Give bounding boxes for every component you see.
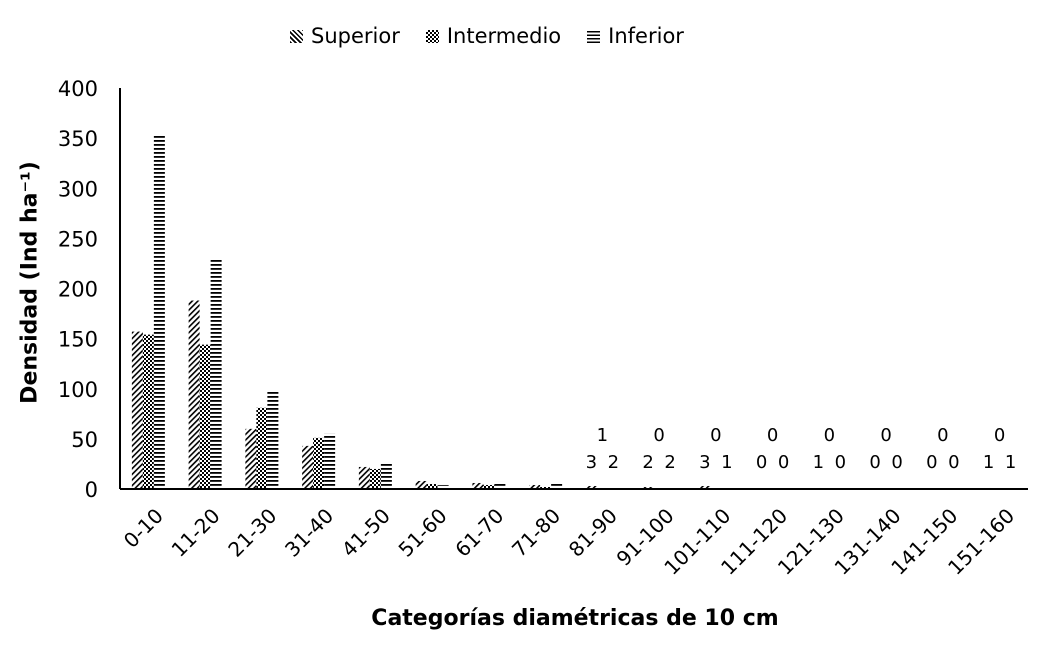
data-label: 1 xyxy=(983,452,994,473)
data-label: 0 xyxy=(937,425,948,446)
bar-inferior-51-60 xyxy=(437,484,449,489)
bar-intermedio-11-20 xyxy=(199,344,211,489)
data-label: 1 xyxy=(597,425,608,446)
x-tick-label: 0-10 xyxy=(119,504,168,553)
data-label: 3 xyxy=(586,452,597,473)
data-label: 0 xyxy=(710,425,721,446)
data-label: 2 xyxy=(608,452,619,473)
data-label: 1 xyxy=(1005,452,1016,473)
bar-inferior-11-20 xyxy=(210,259,222,489)
x-tick-label: 71-80 xyxy=(507,504,565,562)
bar-superior-81-90 xyxy=(585,485,597,489)
legend-swatch-intermedio xyxy=(425,29,439,43)
data-label: 0 xyxy=(869,452,880,473)
bar-intermedio-31-40 xyxy=(313,437,325,489)
y-tick-label: 200 xyxy=(58,278,98,302)
legend-label-inferior: Inferior xyxy=(608,24,684,48)
bar-superior-71-80 xyxy=(529,484,541,489)
bar-superior-11-20 xyxy=(188,300,200,489)
bar-inferior-91-100 xyxy=(664,486,676,489)
y-tick-label: 400 xyxy=(58,77,98,101)
data-label: 0 xyxy=(653,425,664,446)
bar-intermedio-71-80 xyxy=(540,486,552,489)
bar-superior-21-30 xyxy=(245,428,257,489)
bar-superior-91-100 xyxy=(642,486,654,489)
legend-item-superior: Superior xyxy=(290,24,400,48)
legend-swatch-superior xyxy=(290,29,303,43)
bar-inferior-21-30 xyxy=(267,391,279,489)
legend-label-intermedio: Intermedio xyxy=(446,24,562,48)
data-label: 0 xyxy=(778,452,789,473)
bar-intermedio-21-30 xyxy=(256,407,268,489)
legend-item-intermedio: Intermedio xyxy=(425,24,562,48)
legend-item-inferior: Inferior xyxy=(587,24,684,48)
bar-intermedio-41-50 xyxy=(369,468,381,489)
y-tick-label: 0 xyxy=(85,478,98,502)
data-label: 3 xyxy=(699,452,710,473)
axes-group: 0501001502002503003504000-1011-2021-3031… xyxy=(58,77,1028,580)
data-label: 0 xyxy=(824,425,835,446)
x-tick-label: 31-40 xyxy=(280,504,338,562)
bar-superior-61-70 xyxy=(472,482,484,489)
data-label: 2 xyxy=(664,452,675,473)
y-tick-label: 150 xyxy=(58,328,98,352)
data-label: 0 xyxy=(835,452,846,473)
bar-inferior-71-80 xyxy=(551,482,563,489)
bar-superior-41-50 xyxy=(358,466,370,489)
y-tick-label: 100 xyxy=(58,378,98,402)
legend-swatch-inferior xyxy=(587,29,601,43)
data-label: 0 xyxy=(767,425,778,446)
bars-group xyxy=(131,135,1017,489)
x-tick-label: 41-50 xyxy=(337,504,395,562)
x-tick-label: 11-20 xyxy=(167,504,225,562)
data-label: 0 xyxy=(926,452,937,473)
x-tick-label: 51-60 xyxy=(394,504,452,562)
data-label: 1 xyxy=(813,452,824,473)
data-label: 0 xyxy=(756,452,767,473)
bar-superior-0-10 xyxy=(131,331,143,489)
x-axis-title: Categorías diamétricas de 10 cm xyxy=(371,606,779,631)
bar-inferior-31-40 xyxy=(324,433,336,489)
legend-label-superior: Superior xyxy=(311,24,400,48)
bar-superior-31-40 xyxy=(302,445,314,489)
y-tick-label: 50 xyxy=(71,428,98,452)
bar-inferior-61-70 xyxy=(494,481,506,489)
y-tick-label: 300 xyxy=(58,177,98,201)
bar-inferior-0-10 xyxy=(153,135,165,489)
y-tick-label: 250 xyxy=(58,227,98,251)
data-label: 0 xyxy=(994,425,1005,446)
chart-legend: Superior Intermedio Inferior xyxy=(290,24,684,48)
data-label: 0 xyxy=(880,425,891,446)
bar-inferior-81-90 xyxy=(607,486,619,489)
bar-superior-101-110 xyxy=(699,485,711,489)
data-label: 0 xyxy=(891,452,902,473)
data-label: 1 xyxy=(721,452,732,473)
bar-intermedio-0-10 xyxy=(142,334,154,489)
y-tick-label: 350 xyxy=(58,127,98,151)
bar-inferior-41-50 xyxy=(380,462,392,489)
data-labels-group: 3 212 203 100 001 000 000 001 10 xyxy=(586,425,1017,473)
bar-intermedio-61-70 xyxy=(483,484,495,489)
bar-intermedio-51-60 xyxy=(426,483,438,489)
x-tick-label: 61-70 xyxy=(450,504,508,562)
x-tick-label: 21-30 xyxy=(223,504,281,562)
data-label: 2 xyxy=(642,452,653,473)
y-axis-title: Densidad (Ind ha⁻¹) xyxy=(17,161,43,404)
bar-superior-51-60 xyxy=(415,480,427,489)
data-label: 0 xyxy=(948,452,959,473)
